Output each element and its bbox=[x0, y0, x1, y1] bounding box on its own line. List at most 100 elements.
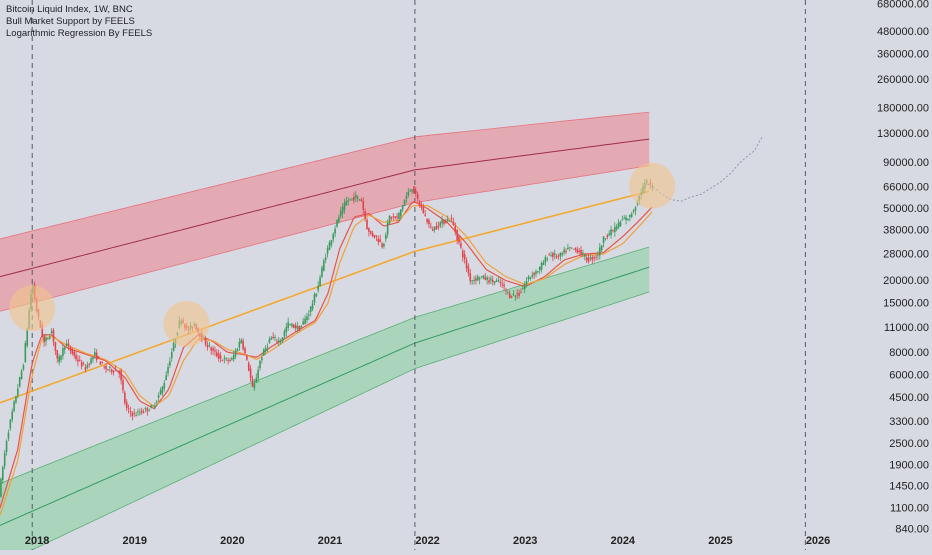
candle-up bbox=[542, 262, 545, 266]
price-tick-label: 20000.00 bbox=[883, 275, 929, 287]
candle-down bbox=[460, 243, 462, 248]
candle-up bbox=[306, 316, 308, 321]
candle-up bbox=[495, 280, 498, 282]
candle-up bbox=[330, 240, 333, 245]
candle-up bbox=[507, 291, 509, 293]
candle-down bbox=[110, 369, 113, 372]
candle-up bbox=[546, 258, 549, 260]
candle-down bbox=[229, 360, 231, 362]
candle-up bbox=[65, 343, 68, 347]
symbol-title[interactable]: Bitcoin Liquid Index, 1W, BNC bbox=[6, 4, 133, 15]
candle-up bbox=[317, 285, 320, 291]
candle-up bbox=[7, 432, 10, 439]
top-band-fill bbox=[0, 112, 650, 312]
candle-up bbox=[172, 342, 175, 351]
candle-up bbox=[270, 337, 273, 340]
candle-up bbox=[334, 228, 336, 234]
candle-down bbox=[353, 196, 355, 201]
candle-up bbox=[409, 190, 411, 192]
highlight-circle bbox=[163, 300, 210, 347]
candle-up bbox=[63, 347, 66, 350]
candle-up bbox=[476, 276, 479, 281]
candle-down bbox=[124, 392, 126, 403]
candle-up bbox=[281, 337, 284, 342]
candle-up bbox=[225, 358, 228, 360]
candle-up bbox=[388, 215, 391, 224]
price-tick-label: 1450.00 bbox=[889, 481, 929, 493]
candle-down bbox=[219, 355, 222, 359]
candle-up bbox=[24, 343, 27, 363]
candle-up bbox=[144, 408, 147, 410]
candle-down bbox=[214, 350, 216, 352]
candle-up bbox=[599, 247, 601, 256]
candle-up bbox=[159, 390, 162, 395]
candle-down bbox=[103, 366, 105, 368]
candle-down bbox=[585, 257, 588, 261]
candle-up bbox=[304, 318, 306, 325]
candle-down bbox=[396, 216, 398, 218]
candle-down bbox=[77, 359, 79, 362]
candle-up bbox=[309, 306, 312, 313]
candle-down bbox=[445, 221, 447, 223]
candle-up bbox=[338, 217, 340, 222]
candle-up bbox=[289, 324, 291, 325]
candle-up bbox=[480, 276, 483, 278]
price-tick-label: 3300.00 bbox=[889, 416, 929, 428]
price-axis[interactable]: 680000.00 480000.00 360000.00 260000.00 1800… bbox=[877, 0, 929, 536]
candle-up bbox=[26, 329, 29, 346]
candle-up bbox=[165, 375, 167, 381]
cycle-dividers bbox=[31, 0, 806, 550]
bottom-band-mid-line bbox=[0, 266, 650, 526]
price-tick-label: 15000.00 bbox=[883, 298, 929, 310]
candle-up bbox=[277, 340, 280, 343]
candle-up bbox=[448, 221, 451, 222]
candle-up bbox=[15, 396, 17, 403]
candle-up bbox=[291, 323, 293, 327]
candle-up bbox=[634, 207, 637, 211]
price-tick-label: 130000.00 bbox=[877, 128, 929, 140]
candle-down bbox=[461, 250, 464, 258]
candle-down bbox=[43, 335, 45, 343]
candle-up bbox=[512, 293, 515, 296]
candle-up bbox=[268, 339, 271, 343]
highlight-circles bbox=[9, 162, 676, 347]
price-tick-label: 1900.00 bbox=[889, 460, 929, 472]
candle-down bbox=[413, 186, 415, 194]
candle-up bbox=[540, 263, 543, 270]
candle-down bbox=[369, 231, 372, 234]
candle-down bbox=[78, 359, 81, 361]
candle-up bbox=[400, 209, 402, 217]
top-band-upper-edge bbox=[0, 111, 650, 240]
candle-down bbox=[552, 252, 554, 257]
time-axis[interactable]: 2018 2019 2020 2021 2022 2023 2024 2025 2026 bbox=[25, 535, 830, 547]
candle-up bbox=[568, 247, 571, 248]
candle-up bbox=[11, 411, 14, 420]
candle-down bbox=[221, 360, 224, 362]
candle-down bbox=[435, 226, 438, 229]
candle-up bbox=[625, 217, 627, 221]
time-tick-label: 2021 bbox=[318, 535, 342, 547]
indicator-log-regression[interactable]: Logarithmic Regression By FEELS bbox=[6, 28, 153, 39]
candle-down bbox=[484, 277, 487, 280]
candle-up bbox=[279, 341, 282, 343]
candle-up bbox=[356, 196, 359, 199]
candle-down bbox=[69, 346, 72, 351]
candle-down bbox=[390, 217, 393, 219]
candle-down bbox=[360, 199, 363, 202]
highlight-circle bbox=[9, 285, 56, 332]
time-tick-label: 2024 bbox=[611, 535, 636, 547]
price-tick-label: 50000.00 bbox=[883, 203, 929, 215]
candle-up bbox=[150, 405, 152, 408]
candle-up bbox=[321, 267, 323, 277]
candle-up bbox=[60, 355, 62, 360]
candle-up bbox=[497, 279, 500, 281]
candle-up bbox=[161, 386, 164, 394]
candle-down bbox=[394, 216, 396, 218]
candle-up bbox=[58, 356, 60, 362]
candle-down bbox=[475, 278, 477, 281]
candle-up bbox=[614, 226, 616, 233]
top-band-lower-edge bbox=[0, 165, 650, 312]
indicator-bull-market-support[interactable]: Bull Market Support by FEELS bbox=[6, 16, 135, 27]
